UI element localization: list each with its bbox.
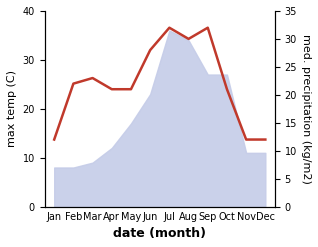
X-axis label: date (month): date (month) [113,227,206,240]
Y-axis label: med. precipitation (kg/m2): med. precipitation (kg/m2) [301,34,311,184]
Y-axis label: max temp (C): max temp (C) [7,70,17,147]
